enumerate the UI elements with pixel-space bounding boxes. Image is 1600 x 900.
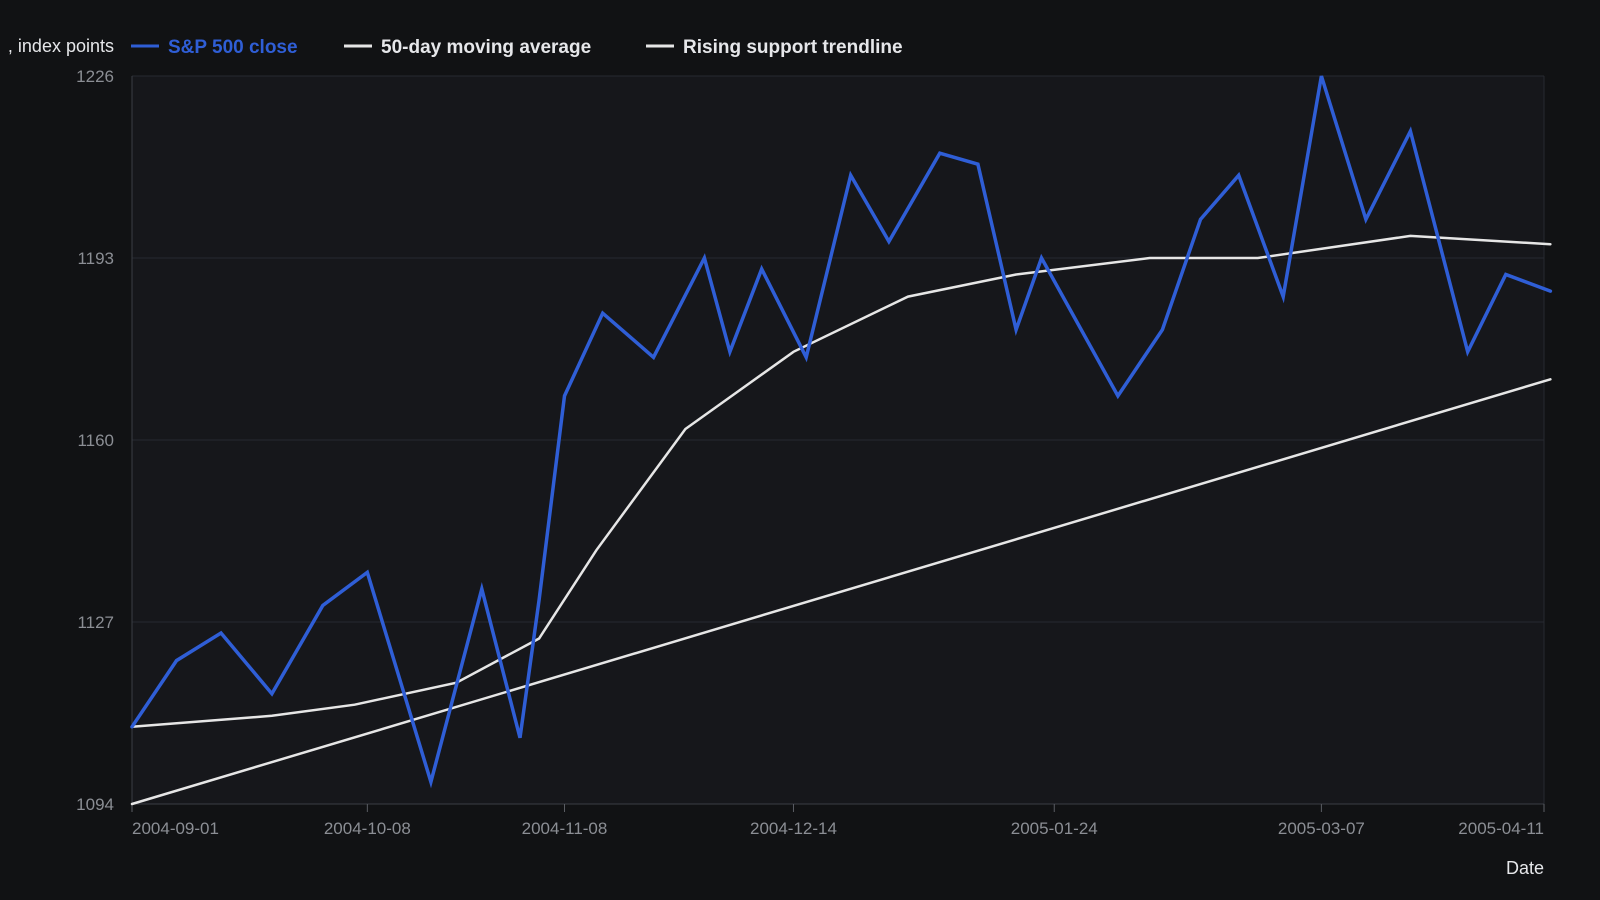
legend-label-close: S&P 500 close [168, 37, 298, 58]
y-axis-label: , index points [8, 36, 114, 56]
x-axis-label: Date [1506, 858, 1544, 878]
x-tick-label: 2004-09-01 [132, 819, 219, 838]
trendline [130, 378, 1552, 806]
moving-average-line [130, 234, 1552, 729]
x-tick-label: 2004-12-14 [750, 819, 837, 838]
legend-label-trend: Rising support trendline [683, 37, 903, 58]
y-tick-label: 1127 [77, 613, 114, 632]
x-tick-label: 2005-01-24 [1011, 819, 1098, 838]
x-axis: 2004-09-01 2004-10-08 2004-11-08 2004-12-14… [131, 803, 1545, 838]
x-tick-label: 2004-10-08 [324, 819, 411, 838]
y-tick-label: 1193 [77, 249, 114, 268]
y-tick-label: 1226 [76, 67, 114, 86]
y-tick-label: 1094 [76, 795, 114, 814]
legend-label-ma: 50-day moving average [381, 37, 591, 58]
y-axis: 1094 1127 1160 1193 1226 [76, 67, 133, 814]
x-tick-label: 2005-03-07 [1278, 819, 1365, 838]
series-layer [130, 75, 1553, 806]
x-tick-label: 2004-11-08 [522, 819, 608, 838]
legend: S&P 500 close 50-day moving average Risi… [131, 37, 903, 58]
close-line [130, 75, 1553, 789]
x-tick-label: 2005-04-11 [1458, 819, 1544, 838]
y-tick-label: 1160 [77, 431, 114, 450]
